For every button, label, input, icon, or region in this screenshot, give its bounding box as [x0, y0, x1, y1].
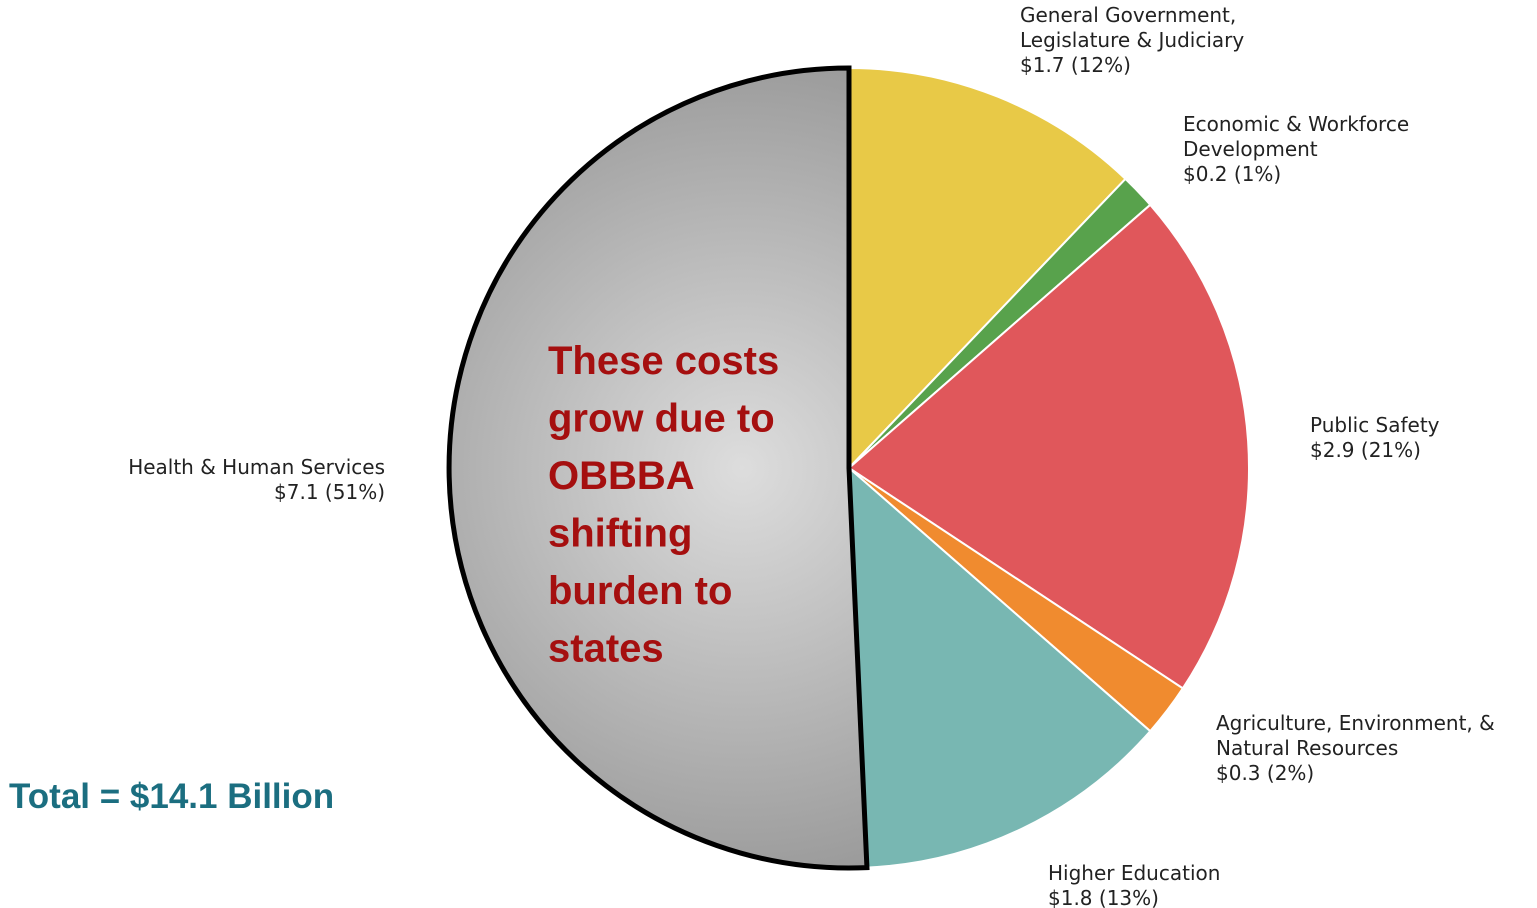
callout-text: These costs grow due to OBBBA shifting burde…	[548, 339, 779, 671]
slice-label-agriculture-environment-natural-resources: Agriculture, Environment, & Natural Resou…	[1216, 711, 1495, 785]
slice-label-economic-workforce-development: Economic & Workforce Development $0.2 (1%)	[1183, 112, 1409, 186]
pie-slice-general-government-legislature-judiciary	[848, 66, 1127, 471]
slice-label-public-safety: Public Safety $2.9 (21%)	[1310, 413, 1440, 462]
callout-line: These costs	[548, 339, 779, 383]
pie-slice-public-safety	[847, 203, 1250, 690]
pie-slice-higher-education	[847, 465, 1152, 869]
pie-slice-health-human-services	[446, 65, 870, 871]
slice-label-higher-education: Higher Education $1.8 (13%)	[1048, 861, 1220, 908]
slice-label-health-human-services: Health & Human Services $7.1 (51%)	[128, 455, 385, 504]
callout-line: shifting	[548, 512, 692, 556]
total-text: Total = $14.1 Billion	[9, 777, 334, 816]
slice-label-general-government-legislature-judiciary: General Government, Legislature & Judicia…	[1020, 3, 1244, 77]
callout-line: OBBBA	[548, 454, 695, 498]
callout-line: states	[548, 627, 664, 671]
slice-labels: General Government, Legislature & Judicia…	[128, 3, 1495, 908]
callout-line: burden to	[548, 569, 732, 613]
callout-line: grow due to	[548, 397, 775, 441]
pie-slices	[446, 65, 1250, 871]
